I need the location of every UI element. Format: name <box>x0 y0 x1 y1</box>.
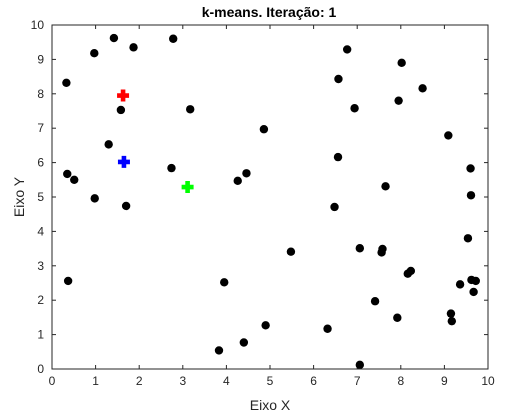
data-point <box>469 287 478 297</box>
data-point <box>463 234 473 243</box>
data-point <box>116 105 126 115</box>
data-point <box>447 316 457 326</box>
data-point <box>350 104 359 113</box>
axis-ticks: 0 1 2 3 4 5 6 7 8 9 10 0 1 2 3 4 5 6 7 8 9 10 <box>31 18 495 388</box>
data-point <box>455 280 465 289</box>
data-point <box>418 84 427 93</box>
x-tick-label: 0 <box>49 374 56 388</box>
y-axis-label: Eixo Y <box>11 176 27 217</box>
data-point <box>90 194 99 203</box>
centroid-marker <box>117 155 130 168</box>
y-tick-label: 7 <box>37 121 44 135</box>
data-point <box>330 202 339 212</box>
plot-area <box>52 25 488 369</box>
x-axis-label: Eixo X <box>250 397 291 413</box>
data-point <box>394 96 403 105</box>
data-point <box>466 164 475 173</box>
data-point <box>214 346 224 355</box>
data-point <box>397 58 406 68</box>
data-point <box>261 321 270 330</box>
data-point <box>62 78 71 87</box>
data-point <box>129 43 138 52</box>
data-point <box>63 276 73 286</box>
y-tick-label: 0 <box>37 362 44 376</box>
y-tick-label: 3 <box>37 259 44 273</box>
data-point <box>334 74 343 84</box>
y-tick-label: 6 <box>37 156 44 170</box>
data-point <box>242 169 251 178</box>
data-point <box>446 309 456 318</box>
data-point <box>355 244 365 253</box>
centroid-marker <box>181 181 194 194</box>
data-point <box>104 140 113 149</box>
y-tick-label: 9 <box>37 52 44 66</box>
x-tick-label: 1 <box>92 374 99 388</box>
data-point <box>381 182 390 191</box>
data-point <box>233 176 242 186</box>
data-point <box>466 191 476 200</box>
data-point <box>378 244 387 254</box>
data-point <box>444 131 453 140</box>
data-point <box>333 152 343 162</box>
data-point <box>220 278 229 287</box>
x-tick-label: 6 <box>310 374 317 388</box>
data-point <box>406 266 416 276</box>
data-point <box>109 33 119 43</box>
data-point <box>70 175 79 184</box>
x-tick-label: 2 <box>136 374 143 388</box>
x-tick-label: 7 <box>354 374 361 388</box>
data-point <box>342 45 352 54</box>
data-point <box>167 163 176 173</box>
data-point <box>355 360 365 370</box>
data-point <box>63 169 72 179</box>
x-tick-label: 3 <box>179 374 186 388</box>
y-tick-label: 1 <box>37 328 44 342</box>
data-point <box>370 297 380 306</box>
chart-title: k-means. Iteração: 1 <box>202 4 337 20</box>
x-tick-label: 10 <box>481 374 495 388</box>
data-point <box>186 105 195 114</box>
y-tick-label: 8 <box>37 87 44 101</box>
x-tick-label: 9 <box>441 374 448 388</box>
data-point <box>259 125 269 134</box>
y-tick-label: 10 <box>31 18 45 32</box>
plot-box <box>51 24 489 370</box>
x-tick-label: 4 <box>223 374 230 388</box>
data-point <box>393 313 402 322</box>
data-point <box>323 324 332 333</box>
data-point <box>471 276 480 286</box>
data-point <box>121 201 131 211</box>
data-marks <box>62 33 480 370</box>
data-point <box>90 49 99 58</box>
x-tick-label: 8 <box>397 374 404 388</box>
y-tick-label: 5 <box>37 190 44 204</box>
data-point <box>239 338 249 347</box>
x-tick-label: 5 <box>267 374 274 388</box>
data-point <box>169 34 178 43</box>
y-tick-label: 2 <box>37 293 44 307</box>
data-point <box>286 247 296 256</box>
centroid-marker <box>117 89 130 102</box>
y-tick-label: 4 <box>37 224 44 238</box>
